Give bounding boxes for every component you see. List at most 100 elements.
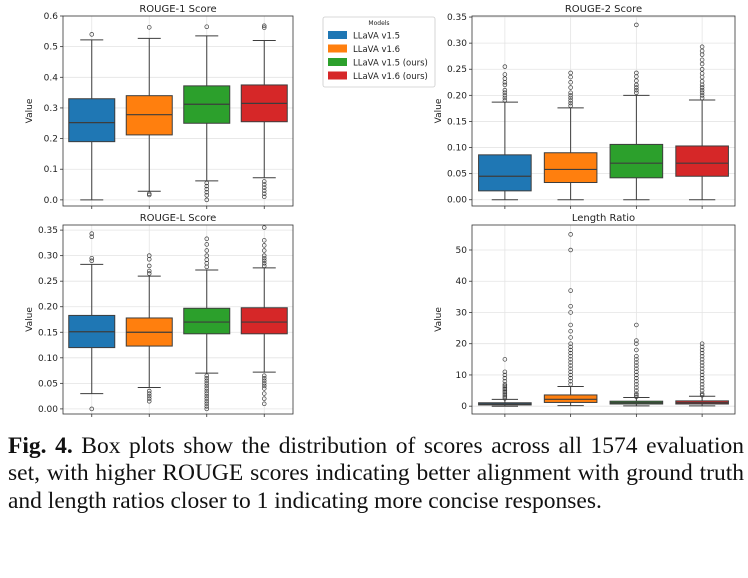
rouge-l-ytick-label: 0.25 xyxy=(38,277,58,287)
rouge-1-box-llava-v1-6-ours-outlier xyxy=(262,194,267,200)
length-ratio-box-llava-v1-5-ours-outlier xyxy=(634,357,639,362)
rouge-2-ytick-label: 0.05 xyxy=(447,170,467,180)
rouge-2-box-llava-v1-5-ours-outlier xyxy=(634,70,639,76)
length-ratio-box-llava-v1-6-ours-outlier xyxy=(699,388,705,393)
rouge-l-box-llava-v1-5-ours-outlier xyxy=(204,388,210,394)
legend-llava-v1-5-swatch xyxy=(328,31,347,39)
legend-llava-v1-5-label: LLaVA v1.5 xyxy=(353,32,400,42)
length-ratio-box-llava-v1-6-outlier xyxy=(568,288,573,293)
rouge-1-box-llava-v1-6-outlier xyxy=(147,25,152,30)
rouge-2-ylabel: Value xyxy=(434,98,444,123)
rouge-2-box-llava-v1-6-ours-outlier xyxy=(699,78,705,84)
rouge-2-box-llava-v1-6 xyxy=(543,152,598,184)
rouge-1-axes-frame xyxy=(62,15,294,207)
rouge-l-box-llava-v1-6-ours-outlier xyxy=(262,253,267,258)
rouge-2-ytick-label: 0.20 xyxy=(447,91,467,101)
length-ratio-box-llava-v1-6-outlier xyxy=(568,353,573,359)
length-ratio-ylabel: Value xyxy=(434,307,444,332)
rouge-l-box-llava-v1-5-ours-outlier xyxy=(204,383,210,389)
rouge-l-box-llava-v1-6-ours-outlier xyxy=(262,261,267,266)
length-ratio-ytick-label: 50 xyxy=(456,246,468,256)
rouge-1-box-llava-v1-5-ours-outlier xyxy=(204,189,210,195)
rouge-1-title: ROUGE-1 Score xyxy=(139,4,216,15)
rouge-l-box-llava-v1-5-ours-outlier xyxy=(204,386,210,391)
rouge-2-ytick-label: 0.15 xyxy=(447,117,467,127)
rouge-l-box-llava-v1-5-outlier xyxy=(89,234,94,239)
length-ratio-box-llava-v1-6-outlier xyxy=(568,322,573,328)
rouge-l-box-llava-v1-6-outlier xyxy=(147,398,152,404)
rouge-1-box-llava-v1-5-ours-outlier xyxy=(204,197,210,203)
rouge-l-box-llava-v1-6-ours-outlier xyxy=(262,373,267,378)
rouge-2-box-llava-v1-6-ours-outlier xyxy=(699,61,705,67)
length-ratio-box-llava-v1-6-ours-outlier xyxy=(699,372,705,378)
length-ratio-box-llava-v1-5-outlier xyxy=(502,394,508,400)
rouge-2-box-llava-v1-6-ours-outlier xyxy=(699,57,705,63)
rouge-l-box-llava-v1-6-ours-outlier xyxy=(262,238,267,243)
rouge-2-box-llava-v1-5-outlier xyxy=(502,90,508,95)
rouge-l-box-llava-v1-5-outlier xyxy=(89,258,94,264)
rouge-1-box-llava-v1-5-ours-outlier xyxy=(204,24,210,29)
rouge-2-box-llava-v1-6-ours-outlier xyxy=(699,66,705,72)
rouge-l-box-llava-v1-6-ours-outlier xyxy=(262,375,267,381)
rouge-1-box-llava-v1-6-ours-outlier xyxy=(262,182,267,187)
rouge-l-ytick-label: 0.20 xyxy=(38,303,58,313)
length-ratio-box-llava-v1-5-outlier xyxy=(502,357,508,362)
length-ratio-box-llava-v1-6-outlier xyxy=(568,360,573,365)
length-ratio-box-llava-v1-5-outlier xyxy=(502,375,508,381)
rouge-l-axes-frame xyxy=(62,224,294,415)
rouge-l-ytick-label: 0.05 xyxy=(38,379,58,389)
length-ratio-ytick-label: 20 xyxy=(456,340,468,350)
length-ratio-box-llava-v1-6-outlier xyxy=(568,335,573,340)
rouge-2-box-llava-v1-5-outlier xyxy=(502,82,508,88)
rouge-2-box-llava-v1-6-ours xyxy=(675,145,729,177)
rouge-2-box-llava-v1-6-ours-outlier xyxy=(699,85,705,90)
length-ratio-box-llava-v1-5-ours-outlier xyxy=(634,378,639,384)
rouge-2-box-llava-v1-6-ours-outlier xyxy=(699,95,705,101)
rouge-2-axes-frame xyxy=(471,15,736,207)
rouge-2-box-llava-v1-6-outlier xyxy=(568,100,573,106)
length-ratio-box-llava-v1-6-outlier xyxy=(568,344,573,350)
rouge-l-box-llava-v1-5-ours-outlier xyxy=(204,248,210,253)
rouge-l-box-llava-v1-5-ours-outlier xyxy=(204,373,210,378)
rouge-l-box-llava-v1-6-ours-outlier xyxy=(262,383,267,389)
rouge-2-box-llava-v1-5-ours-outlier xyxy=(634,82,639,88)
rouge-1-ytick-label: 0.2 xyxy=(44,135,58,145)
length-ratio-box-llava-v1-6-ours-outlier xyxy=(699,393,705,398)
rouge-l-box-llava-v1-6-ours-outlier xyxy=(262,225,267,230)
length-ratio-box-llava-v1-6 xyxy=(543,394,598,403)
rouge-2-box-llava-v1-5-outlier xyxy=(502,87,508,93)
length-ratio-title: Length Ratio xyxy=(572,213,635,224)
rouge-2-box-llava-v1-6-outlier xyxy=(568,98,573,103)
length-ratio-box-llava-v1-6-outlier xyxy=(568,310,573,315)
rouge-2-box-llava-v1-5-outlier xyxy=(502,95,508,101)
length-ratio-box-llava-v1-6-ours-outlier xyxy=(699,378,705,384)
rouge-l-box-llava-v1-5-outlier xyxy=(89,255,94,261)
rouge-2-box-llava-v1-6-ours-outlier xyxy=(699,87,705,93)
length-ratio-box-llava-v1-5-outlier xyxy=(502,391,508,396)
length-ratio-box-llava-v1-5-ours-outlier xyxy=(634,385,639,390)
length-ratio-box-llava-v1-5-ours-outlier xyxy=(634,322,639,328)
rouge-l-box-llava-v1-6-outlier xyxy=(147,268,152,274)
length-ratio-box-llava-v1-6-outlier xyxy=(568,328,573,334)
rouge-l-box-llava-v1-5-ours xyxy=(183,307,231,335)
length-ratio-box-llava-v1-5-ours-outlier xyxy=(634,338,639,343)
rouge-2-box-llava-v1-5-outlier xyxy=(502,64,508,69)
legend-llava-v1-6-label: LLaVA v1.6 xyxy=(353,45,400,55)
length-ratio-box-llava-v1-5-outlier xyxy=(502,393,508,398)
rouge-1-box-llava-v1-6-ours-outlier xyxy=(262,185,267,190)
rouge-l-box-llava-v1-5-ours-outlier xyxy=(204,391,210,396)
rouge-l-box-llava-v1-5-ours-outlier xyxy=(204,242,210,247)
rouge-1-box-llava-v1-6-ours-outlier xyxy=(262,179,267,184)
length-ratio-box-llava-v1-6-ours-outlier xyxy=(699,366,705,371)
length-ratio-box-llava-v1-6-outlier xyxy=(568,341,573,346)
rouge-l-box-llava-v1-6-ours-outlier xyxy=(262,401,267,407)
length-ratio-box-llava-v1-6-ours-outlier xyxy=(699,382,705,387)
length-ratio-box-llava-v1-5-outlier xyxy=(502,386,508,392)
rouge-1-box-llava-v1-6 xyxy=(125,95,173,136)
rouge-l-box-llava-v1-6-ours-outlier xyxy=(262,391,267,396)
rouge-2-box-llava-v1-5-outlier xyxy=(502,76,508,81)
rouge-l-box-llava-v1-6-outlier xyxy=(147,263,152,269)
length-ratio-box-llava-v1-5-outlier xyxy=(502,389,508,395)
rouge-2-box-llava-v1-6-outlier xyxy=(568,90,573,95)
